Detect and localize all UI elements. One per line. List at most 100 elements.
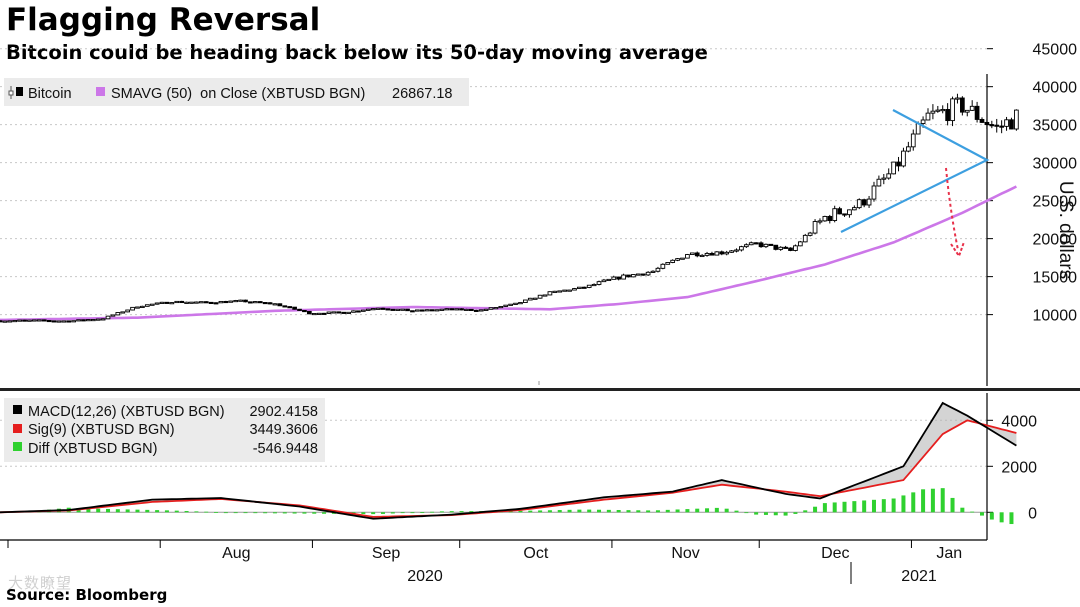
- candle-body: [886, 173, 892, 179]
- candle-body: [989, 124, 995, 127]
- panel-separator: [0, 388, 1080, 391]
- candle-body: [22, 319, 27, 322]
- diff-bar: [312, 512, 317, 514]
- macd-tick-label: 0: [1028, 505, 1037, 522]
- candle-body: [272, 303, 278, 306]
- candle-body: [105, 315, 111, 320]
- candle-body: [503, 304, 509, 307]
- price-y-ticks: 10000 15000 20000 25000 30000 35000 40000 45000: [987, 42, 1077, 325]
- x-month-label: Oct: [523, 545, 548, 562]
- candle-body: [331, 311, 337, 314]
- candle-body: [788, 247, 793, 251]
- candle-body: [341, 311, 347, 314]
- diff-bar: [243, 512, 248, 514]
- candle-body: [876, 178, 882, 187]
- candle-body: [743, 244, 749, 248]
- chart-title: Flagging Reversal: [6, 2, 321, 38]
- candle-body: [194, 301, 199, 304]
- x-month-label: Aug: [222, 545, 250, 562]
- candle-body: [734, 249, 739, 252]
- diff-bar: [803, 510, 808, 513]
- macd-tick-label: 4000: [1001, 413, 1037, 430]
- diff-bar: [832, 502, 837, 513]
- candle-body: [783, 246, 788, 249]
- triangle-pattern: [840, 109, 990, 233]
- diff-bar: [911, 492, 916, 513]
- candle-body: [429, 309, 435, 312]
- candle-body: [591, 283, 597, 287]
- candle-body: [277, 303, 283, 307]
- diff-bar: [970, 511, 975, 513]
- candle-body: [27, 319, 32, 322]
- candle-body: [596, 281, 602, 285]
- candle-body: [1014, 109, 1019, 130]
- candle-body: [940, 109, 946, 112]
- candle-body: [527, 297, 533, 301]
- candle-body: [498, 305, 504, 309]
- diff-bar: [557, 510, 562, 513]
- diff-bar: [380, 512, 385, 514]
- price-panel: 10000 15000 20000 25000 30000 35000 40000 45000…: [0, 42, 1077, 386]
- diff-bar: [390, 512, 395, 514]
- candle-body: [169, 302, 175, 305]
- legend-sig-swatch: [13, 424, 22, 433]
- breakdown-arrow-line: [945, 167, 959, 251]
- candle-body: [0, 320, 3, 323]
- diff-bar: [145, 509, 150, 513]
- candle-body: [311, 313, 317, 316]
- candle-body: [694, 252, 700, 257]
- candle-body: [586, 284, 592, 288]
- candle-body: [144, 304, 150, 307]
- diff-bar: [695, 508, 700, 513]
- diff-bar: [822, 503, 827, 513]
- diff-bars: [17, 488, 1014, 525]
- candle-body: [635, 273, 641, 276]
- candle-body: [562, 289, 567, 292]
- diff-bar: [783, 512, 788, 516]
- watermark: 大数瞭望: [8, 575, 73, 592]
- candle-body: [17, 319, 22, 322]
- candle-body: [203, 301, 209, 304]
- legend-diff: Diff (XBTUSD BGN): [28, 441, 157, 457]
- candle-body: [665, 262, 671, 265]
- candle-body: [758, 242, 764, 248]
- legend-diff-value: -546.9448: [253, 441, 318, 457]
- candle-body: [626, 274, 631, 278]
- diff-bar: [184, 511, 189, 513]
- candle-body: [1009, 119, 1014, 130]
- diff-bar: [577, 509, 582, 513]
- candle-body: [257, 301, 263, 304]
- candle-body: [896, 161, 901, 167]
- candle-body: [851, 207, 857, 211]
- candle-body: [930, 110, 936, 114]
- candle-body: [297, 308, 302, 311]
- diff-bar: [459, 511, 464, 513]
- candle-body: [675, 258, 680, 261]
- diff-bar: [361, 512, 366, 515]
- candle-body: [321, 312, 327, 315]
- diff-bar: [1009, 512, 1014, 525]
- candle-body: [469, 308, 474, 312]
- diff-bar: [793, 512, 798, 514]
- diff-bar: [282, 512, 287, 514]
- candle-body: [581, 286, 587, 289]
- legend-sma: SMAVG (50) on Close (XBTUSD BGN): [111, 86, 365, 102]
- candle-body: [32, 319, 37, 322]
- diff-bar: [763, 512, 768, 515]
- diff-bar: [164, 510, 169, 513]
- candle-body: [478, 309, 484, 312]
- candle-body: [473, 309, 479, 312]
- candle-body: [881, 177, 887, 180]
- diff-bar: [842, 501, 847, 513]
- candle-icon: [8, 86, 23, 99]
- candle-body: [198, 301, 204, 304]
- candle-body: [724, 251, 730, 255]
- diff-bar: [272, 512, 277, 514]
- diff-bar: [597, 509, 602, 513]
- x-month-label: Sep: [372, 545, 401, 562]
- candle-body: [66, 320, 72, 323]
- candle-body: [483, 308, 489, 311]
- candle-body: [2, 320, 8, 323]
- candle-body: [513, 302, 518, 305]
- candle-body: [238, 299, 243, 302]
